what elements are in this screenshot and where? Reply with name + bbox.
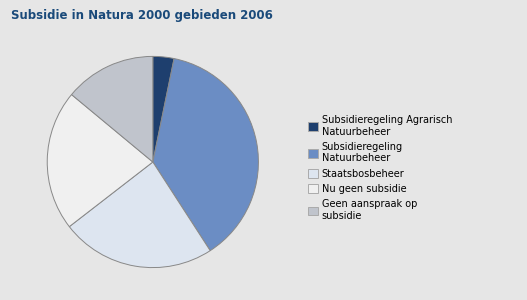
Legend: Subsidieregeling Agrarisch
Natuurbeheer, Subsidieregeling
Natuurbeheer, Staatsbo: Subsidieregeling Agrarisch Natuurbeheer,…: [305, 112, 455, 224]
Wedge shape: [153, 58, 258, 251]
Wedge shape: [47, 94, 153, 226]
Wedge shape: [70, 162, 210, 268]
Wedge shape: [72, 56, 153, 162]
Text: Subsidie in Natura 2000 gebieden 2006: Subsidie in Natura 2000 gebieden 2006: [11, 9, 272, 22]
Wedge shape: [153, 56, 174, 162]
